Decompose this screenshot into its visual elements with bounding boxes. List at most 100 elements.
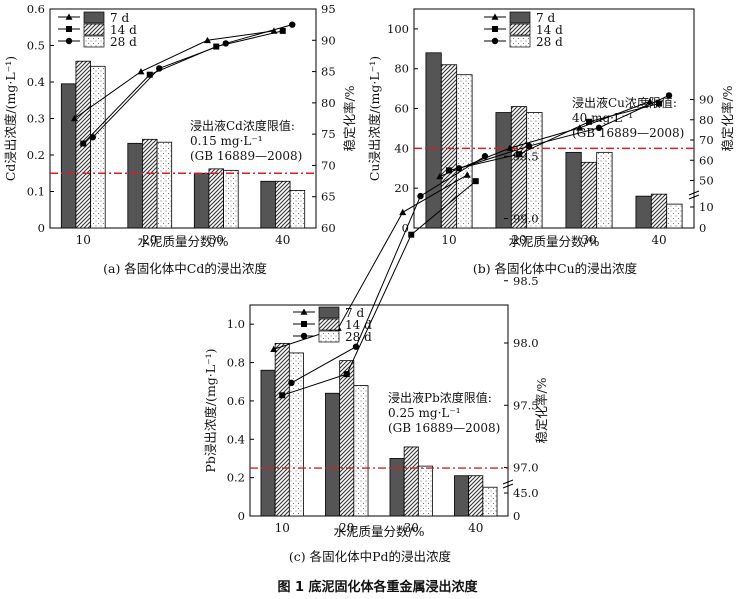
legend-marker-3 xyxy=(300,332,308,340)
panel-b-y-tick-label-3: 60 xyxy=(394,102,409,116)
figure-caption: 图 1 底泥固化体各重金属浸出浓度 xyxy=(277,580,478,595)
panel-b-stab-point-s3-c1 xyxy=(455,165,463,172)
panel-a-stab-point-s1-c3 xyxy=(203,36,211,44)
panel-a-y2-tick-label-4: 80 xyxy=(321,96,336,110)
panel-b-y-tick-label-0: 0 xyxy=(402,221,409,235)
panel-c-stab-point-s2-c4 xyxy=(472,178,479,185)
legend-label-2: 14 d xyxy=(536,23,563,37)
legend-swatch-3 xyxy=(509,35,531,48)
panel-b-bar-s3-c3 xyxy=(596,151,613,229)
panel-a-limit-text-0: 浸出液Cd浓度限值: xyxy=(190,118,295,133)
panel-a-stab-point-s3-c2 xyxy=(156,65,163,72)
panel-c-y2-tick-label-7: 99.5 xyxy=(513,149,539,163)
panel-a-y2-tick-label-0: 60 xyxy=(321,221,336,235)
panel-b-bar-s2-c4 xyxy=(650,193,668,229)
panel-b-stab-point-s2-c2 xyxy=(516,151,522,158)
panel-c-y-axis-label: Pb浸出浓度/(mg·L⁻¹) xyxy=(203,348,218,472)
panel-c-limit-text-0: 浸出液Pb浓度限值: xyxy=(388,390,492,405)
panel-c-limit-text-1: 0.25 mg·L⁻¹ xyxy=(388,406,461,420)
legend-marker-1 xyxy=(491,13,499,20)
panel-c-stab-point-s3-c2 xyxy=(352,343,360,350)
panel-b-y2-tick-label-3: 60 xyxy=(699,153,714,167)
legend-marker-3 xyxy=(491,37,499,45)
panel-a-y-axis-label: Cd浸出浓度/(mg·L⁻¹) xyxy=(3,56,18,181)
panel-c-y2-tick-label-2: 97.0 xyxy=(513,461,539,475)
legend-label-1: 7 d xyxy=(345,306,364,320)
panel-a-x-tick-label-3: 40 xyxy=(275,233,290,247)
panel-b-bar-s3-c4 xyxy=(666,203,683,229)
panel-c-stab-point-s2-c3 xyxy=(408,231,415,238)
panel-a-x-tick-label-0: 10 xyxy=(76,233,91,247)
panel-c-bar-s2-c2 xyxy=(339,360,355,517)
legend-label-1: 7 d xyxy=(110,11,129,25)
panel-a: 0 0.1 0.2 0.3 0.4 0.5 0.6 60 65 70 75 80 85 90 95 10 20 3… xyxy=(3,2,357,276)
panel-c-stab-point-s2-c2 xyxy=(343,371,350,378)
panel-c-x-tick-label-3: 40 xyxy=(468,521,483,535)
panel-b-bar-s3-c2 xyxy=(526,112,543,229)
legend-label-3: 28 d xyxy=(536,35,563,49)
panel-b-y2-tick-label-6: 90 xyxy=(699,93,714,107)
panel-c-stab-point-s3-c4 xyxy=(481,153,489,160)
panel-b-bar-s2-c2 xyxy=(510,106,528,229)
panel-a-bar-s1-c3 xyxy=(193,172,210,229)
panel-b-stab-line-3 xyxy=(458,94,670,169)
panel-b-stab-point-s3-c4 xyxy=(665,92,673,99)
legend-label-3: 28 d xyxy=(345,330,372,344)
panel-a-y2-tick-label-5: 85 xyxy=(321,65,336,79)
panel-a-stab-line-2 xyxy=(82,30,283,144)
legend-swatch-3 xyxy=(318,330,340,343)
panel-c-bar-s3-c3 xyxy=(417,465,433,517)
panel-c-y-tick-label-4: 0.8 xyxy=(227,356,245,370)
legend-label-2: 14 d xyxy=(345,318,372,332)
panel-c-stab-point-s1-c4 xyxy=(463,171,471,178)
panel-a-y-tick-label-5: 0.5 xyxy=(27,39,45,53)
panel-c-stab-line-2 xyxy=(282,180,477,396)
panel-b-stab-line-2 xyxy=(448,103,660,171)
panel-a-y-tick-label-3: 0.3 xyxy=(27,112,45,126)
legend-label-1: 7 d xyxy=(536,11,555,25)
legend-marker-1 xyxy=(300,308,308,315)
panel-b-limit-text-2: (GB 16889—2008) xyxy=(572,126,684,140)
panel-a-bar-s2-c2 xyxy=(142,138,158,229)
panel-b-stab-point-s3-c3 xyxy=(595,124,603,132)
panel-b-stab-point-s1-c1 xyxy=(436,172,444,180)
panel-b-bar-s1-c4 xyxy=(635,195,652,229)
legend-label-3: 28 d xyxy=(110,35,137,49)
panel-a-stab-point-s3-c1 xyxy=(89,134,96,141)
panel-c-stab-point-s1-c3 xyxy=(399,208,407,216)
panel-c-bar-s1-c3 xyxy=(389,458,405,517)
panel-a-stab-line-3 xyxy=(92,24,293,138)
panel-a-y2-tick-label-1: 65 xyxy=(321,190,336,204)
panel-c-stab-line-1 xyxy=(273,174,468,350)
panel-a-bar-s3-c4 xyxy=(289,190,306,229)
panel-a-y2-tick-label-6: 90 xyxy=(321,33,336,47)
panel-c-bar-s3-c4 xyxy=(482,486,498,517)
panel-c-y2-tick-label-3: 97.5 xyxy=(513,398,539,412)
panel-b-stab-point-s1-c2 xyxy=(506,144,514,151)
panel-b-y2-tick-label-1: 10 xyxy=(699,200,714,214)
panel-c-bar-s1-c2 xyxy=(325,392,341,517)
panel-c-y-tick-label-3: 0.6 xyxy=(227,394,245,408)
panel-a-y-tick-label-2: 0.2 xyxy=(27,148,45,162)
panel-b-bar-s1-c2 xyxy=(495,112,512,229)
panel-b-stab-point-s2-c3 xyxy=(586,118,592,125)
panel-a-y2-axis-label: 稳定化率/% xyxy=(342,85,357,151)
legend-swatch-1 xyxy=(83,11,105,24)
panel-c-y2-tick-label-5: 98.5 xyxy=(513,274,539,288)
legend-swatch-2 xyxy=(318,318,340,331)
panel-c-stab-point-s3-c1 xyxy=(288,379,295,387)
panel-a-y-tick-label-6: 0.6 xyxy=(27,2,45,16)
panel-c-x-tick-label-1: 20 xyxy=(339,521,354,535)
panel-b-bar-s1-c1 xyxy=(425,52,442,229)
panel-b-y2-tick-label-0: 0 xyxy=(699,221,706,235)
panel-c-y-tick-label-2: 0.4 xyxy=(227,432,245,446)
panel-a-bar-s2-c4 xyxy=(275,180,291,229)
panel-a-y-tick-label-1: 0.1 xyxy=(27,185,45,199)
panel-a-y-tick-label-4: 0.4 xyxy=(27,75,45,89)
legend-label-2: 14 d xyxy=(110,23,137,37)
panel-a-bar-s3-c1 xyxy=(90,65,106,229)
panel-c-bar-s2-c1 xyxy=(274,342,290,517)
panel-c-y2-tick-label-4: 98.0 xyxy=(513,336,539,350)
panel-c-limit-text-2: (GB 16889—2008) xyxy=(388,421,500,435)
